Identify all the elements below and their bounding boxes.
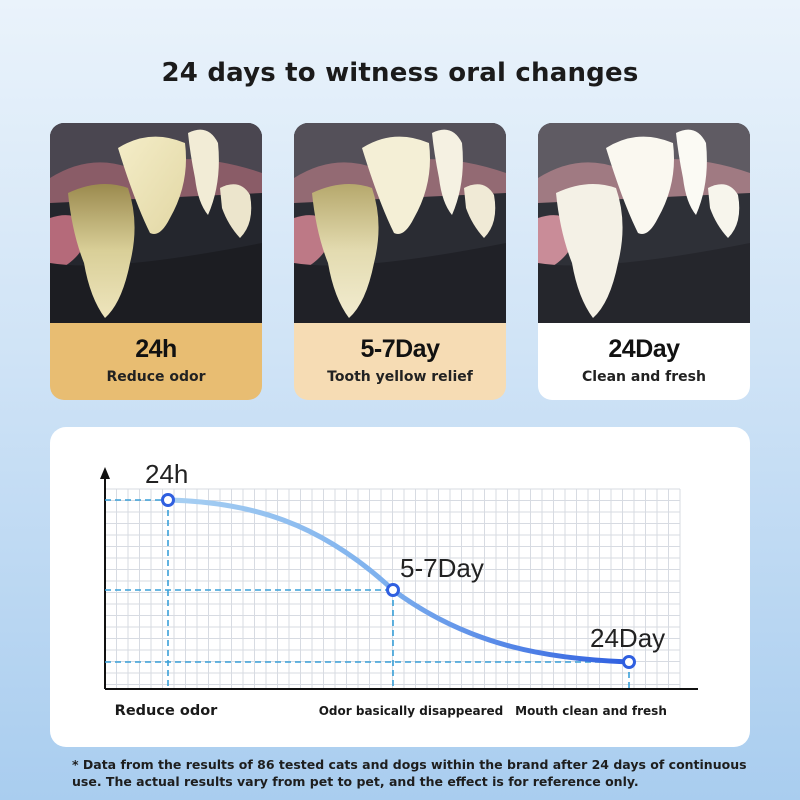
data-point <box>622 655 636 669</box>
card-caption: 24Day Clean and fresh <box>538 323 750 400</box>
chart-points <box>161 493 636 669</box>
chart-labels: 24h 5-7Day 24Day <box>145 459 665 653</box>
category-label: Odor basically disappeared <box>319 704 504 718</box>
card-caption: 24h Reduce odor <box>50 323 262 400</box>
category-label: Reduce odor <box>115 703 218 719</box>
card-time: 24Day <box>608 335 680 363</box>
chart-panel: 24h 5-7Day 24Day Reduce odor Odor basically… <box>50 427 750 747</box>
teeth-photo-yellow <box>50 123 262 323</box>
chart-guides <box>105 499 630 689</box>
y-axis-arrow-icon <box>100 467 110 479</box>
stage-card-24day: 24Day Clean and fresh <box>538 123 750 400</box>
card-caption: 5-7Day Tooth yellow relief <box>294 323 506 400</box>
teeth-photo-white <box>538 123 750 323</box>
card-label: Reduce odor <box>106 369 206 385</box>
chart-categories: Reduce odor Odor basically disappeared Mou… <box>115 703 667 719</box>
card-label: Clean and fresh <box>582 369 706 385</box>
footnote: * Data from the results of 86 tested cat… <box>72 757 747 789</box>
progress-chart: 24h 5-7Day 24Day Reduce odor Odor basically… <box>100 459 698 719</box>
card-label: Tooth yellow relief <box>327 369 473 385</box>
data-point <box>386 583 400 597</box>
point-label: 24Day <box>590 623 665 653</box>
data-point <box>161 493 175 507</box>
card-time: 5-7Day <box>360 335 441 363</box>
stage-card-24h: 24h Reduce odor <box>50 123 262 400</box>
teeth-photo-light-yellow <box>294 123 506 323</box>
card-time: 24h <box>135 335 177 363</box>
point-label: 5-7Day <box>400 553 484 583</box>
category-label: Mouth clean and fresh <box>515 704 667 718</box>
stage-card-5-7day: 5-7Day Tooth yellow relief <box>294 123 506 400</box>
page-title: 24 days to witness oral changes <box>161 58 639 88</box>
point-label: 24h <box>145 459 188 489</box>
stage-cards: 24h Reduce odor 5-7Day T <box>50 123 750 400</box>
